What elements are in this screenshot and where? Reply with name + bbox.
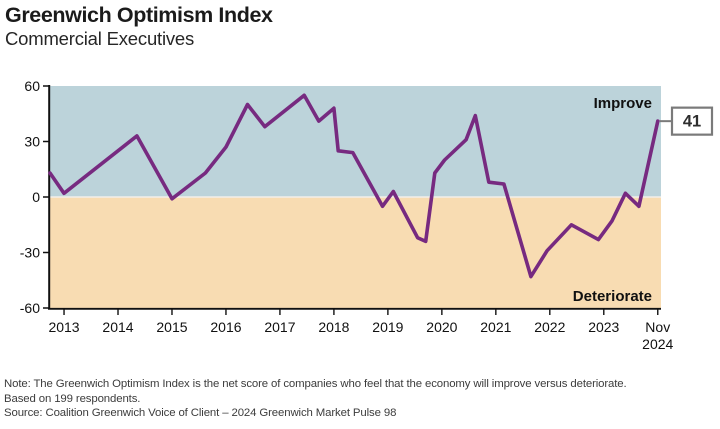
x-tick-label: 2013 (48, 319, 79, 335)
x-tick-label: 2020 (426, 319, 457, 335)
x-tick-label: 2016 (210, 319, 241, 335)
source-line: Source: Coalition Greenwich Voice of Cli… (4, 407, 397, 420)
page-title: Greenwich Optimism Index (5, 3, 273, 27)
deteriorate-label: Deteriorate (573, 288, 652, 305)
y-tick-label: 60 (24, 78, 40, 94)
x-tick-label: 2015 (156, 319, 187, 335)
y-tick-label: 30 (24, 134, 40, 150)
x-tick-label: 2024 (642, 336, 673, 352)
x-tick-label: Nov (645, 319, 670, 335)
callout-box (670, 106, 714, 136)
x-tick-label: 2018 (318, 319, 349, 335)
x-tick-label: 2021 (480, 319, 511, 335)
axis-ticks: 60 30 0 -30 -60 2013 2014 2015 2016 2017 2018 2019 2… (20, 78, 674, 352)
optimism-index-chart: 60 30 0 -30 -60 2013 2014 2015 2016 2017 2018 2019 2… (20, 78, 714, 352)
improve-band (50, 86, 661, 197)
footnote-line-1: Note: The Greenwich Optimism Index is th… (4, 378, 627, 390)
y-tick-label: 0 (32, 189, 40, 205)
x-tick-label: 2023 (588, 319, 619, 335)
x-tick-label: 2022 (534, 319, 565, 335)
footnote-block: Note: The Greenwich Optimism Index is th… (4, 377, 720, 421)
page-subtitle: Commercial Executives (5, 28, 195, 49)
improve-label: Improve (594, 95, 652, 112)
footnote-line-2: Based on 199 respondents. (4, 392, 141, 405)
x-tick-label: 2017 (264, 319, 295, 335)
x-tick-label: 2019 (372, 319, 403, 335)
deteriorate-band (50, 197, 661, 308)
optimism-line (48, 93, 660, 279)
end-callout: 41 (659, 106, 714, 136)
y-tick-label: -30 (20, 245, 40, 261)
end-value-label: 41 (683, 113, 701, 131)
x-tick-label: 2014 (102, 319, 133, 335)
y-tick-label: -60 (20, 300, 40, 316)
